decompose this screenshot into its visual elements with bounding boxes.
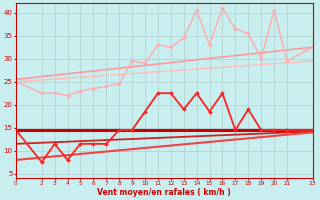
X-axis label: Vent moyen/en rafales ( km/h ): Vent moyen/en rafales ( km/h )	[98, 188, 231, 197]
